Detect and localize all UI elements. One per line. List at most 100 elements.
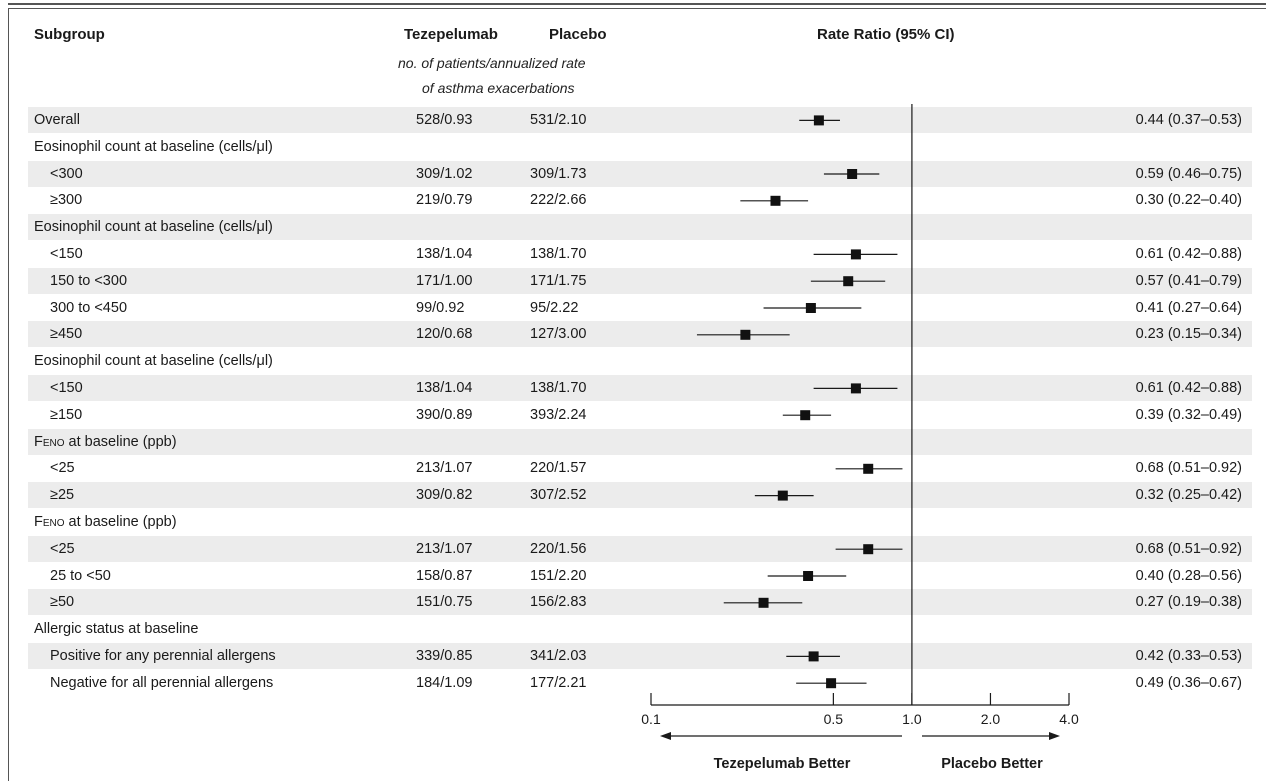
rate-ratio-ci: 0.23 (0.15–0.34) xyxy=(1135,326,1242,343)
rate-ratio-ci: 0.41 (0.27–0.64) xyxy=(1135,299,1242,316)
point-estimate xyxy=(847,169,858,179)
subgroup-label: Allergic status at baseline xyxy=(34,621,199,638)
point-estimate xyxy=(758,597,769,608)
tezepelumab-value: 309/0.82 xyxy=(416,487,473,504)
table-row: Negative for all perennial allergens 184/… xyxy=(28,670,1252,696)
subgroup-label: Eosinophil count at baseline (cells/μl) xyxy=(34,219,273,236)
subgroup-label: <150 xyxy=(50,246,83,262)
point-estimate xyxy=(850,383,861,394)
table-row: <25 213/1.07 220/1.56 0.68 (0.51–0.92) xyxy=(28,535,1252,562)
subgroup-label: Feno at baseline (ppb) xyxy=(34,433,177,450)
table-row: <150 138/1.04 138/1.70 0.61 (0.42–0.88) xyxy=(28,241,1252,267)
rate-ratio-ci: 0.59 (0.46–0.75) xyxy=(1135,165,1242,182)
placebo-value: 138/1.70 xyxy=(530,246,587,262)
table-row: Overall 528/0.93 531/2.10 0.44 (0.37–0.53) xyxy=(28,107,1252,133)
point-estimate xyxy=(770,195,781,206)
tezepelumab-value: 99/0.92 xyxy=(416,299,465,316)
table-row: <150 138/1.04 138/1.70 0.61 (0.42–0.88) xyxy=(28,375,1252,401)
right-arrowhead xyxy=(1049,732,1060,740)
rate-ratio-ci: 0.30 (0.22–0.40) xyxy=(1135,192,1242,209)
table-row: ≥25 309/0.82 307/2.52 0.32 (0.25–0.42) xyxy=(28,482,1252,509)
rate-ratio-ci: 0.61 (0.42–0.88) xyxy=(1135,246,1242,262)
tezepelumab-value: 171/1.00 xyxy=(416,272,473,289)
table-row: ≥150 390/0.89 393/2.24 0.39 (0.32–0.49) xyxy=(28,402,1252,428)
tezepelumab-value: 138/1.04 xyxy=(416,246,473,262)
placebo-value: 341/2.03 xyxy=(530,648,587,664)
table-row: <300 309/1.02 309/1.73 0.59 (0.46–0.75) xyxy=(28,160,1252,187)
header-placebo: Placebo xyxy=(549,26,607,43)
table-row: Positive for any perennial allergens 339/… xyxy=(28,643,1252,669)
header-subtitle-line2: of asthma exacerbations xyxy=(422,80,575,96)
header-rate-ratio: Rate Ratio (95% CI) xyxy=(817,26,955,43)
table-row: Allergic status at baseline xyxy=(28,616,1252,642)
subgroup-label: Eosinophil count at baseline (cells/μl) xyxy=(34,353,273,370)
table-row: Eosinophil count at baseline (cells/μl) xyxy=(28,348,1252,374)
tezepelumab-value: 158/0.87 xyxy=(416,567,473,584)
table-row: 25 to <50 158/0.87 151/2.20 0.40 (0.28–0.56… xyxy=(28,563,1252,589)
header-subgroup: Subgroup xyxy=(34,26,105,43)
subgroup-label: Overall xyxy=(34,112,80,128)
point-estimate xyxy=(803,571,814,581)
subgroup-label: Feno at baseline (ppb) xyxy=(34,514,177,530)
table-row: <25 213/1.07 220/1.57 0.68 (0.51–0.92) xyxy=(28,455,1252,481)
tezepelumab-value: 339/0.85 xyxy=(416,648,473,664)
point-estimate xyxy=(805,303,816,313)
top-rule-thin xyxy=(8,8,1266,9)
table-row: ≥300 219/0.79 222/2.66 0.30 (0.22–0.40) xyxy=(28,187,1252,213)
table-row: 300 to <450 99/0.92 95/2.22 0.41 (0.27–0.64… xyxy=(28,295,1252,321)
tezepelumab-value: 213/1.07 xyxy=(416,540,473,557)
point-estimate xyxy=(800,410,811,421)
point-estimate xyxy=(813,115,824,126)
point-estimate xyxy=(826,678,837,689)
placebo-value: 177/2.21 xyxy=(530,674,587,691)
placebo-value: 309/1.73 xyxy=(530,165,587,182)
table-row: ≥450 120/0.68 127/3.00 0.23 (0.15–0.34) xyxy=(28,321,1252,348)
table-row: ≥50 151/0.75 156/2.83 0.27 (0.19–0.38) xyxy=(28,589,1252,616)
subgroup-label: Eosinophil count at baseline (cells/μl) xyxy=(34,138,273,155)
placebo-value: 127/3.00 xyxy=(530,326,587,343)
point-estimate xyxy=(740,329,751,340)
rate-ratio-ci: 0.40 (0.28–0.56) xyxy=(1135,567,1242,584)
subgroup-label: 300 to <450 xyxy=(50,299,128,316)
subgroup-label: ≥50 xyxy=(50,594,75,611)
point-estimate xyxy=(777,490,788,501)
rate-ratio-ci: 0.68 (0.51–0.92) xyxy=(1135,460,1242,477)
tezepelumab-value: 120/0.68 xyxy=(416,326,473,343)
placebo-value: 531/2.10 xyxy=(530,112,587,128)
rate-ratio-ci: 0.44 (0.37–0.53) xyxy=(1135,112,1242,128)
table-row: Eosinophil count at baseline (cells/μl) xyxy=(28,214,1252,241)
x-tick-label: 4.0 xyxy=(1059,711,1079,727)
x-tick-label: 2.0 xyxy=(981,711,1001,727)
rate-ratio-ci: 0.32 (0.25–0.42) xyxy=(1135,487,1242,504)
point-estimate xyxy=(808,651,819,662)
placebo-value: 222/2.66 xyxy=(530,192,587,209)
header-tezepelumab: Tezepelumab xyxy=(404,26,498,43)
table-row: Feno at baseline (ppb) xyxy=(28,509,1252,535)
point-estimate xyxy=(843,276,854,287)
placebo-value: 307/2.52 xyxy=(530,487,587,504)
subgroup-label: <300 xyxy=(50,165,83,182)
tezepelumab-value: 151/0.75 xyxy=(416,594,473,611)
subgroup-label: <25 xyxy=(50,460,75,477)
placebo-value: 138/1.70 xyxy=(530,380,587,396)
subgroup-label: 25 to <50 xyxy=(50,567,111,584)
subgroup-label: Positive for any perennial allergens xyxy=(50,648,276,664)
placebo-value: 220/1.57 xyxy=(530,460,587,477)
tezepelumab-value: 213/1.07 xyxy=(416,460,473,477)
tezepelumab-value: 138/1.04 xyxy=(416,380,473,396)
x-tick-label: 1.0 xyxy=(902,711,922,727)
placebo-value: 171/1.75 xyxy=(530,272,587,289)
rate-ratio-ci: 0.42 (0.33–0.53) xyxy=(1135,648,1242,664)
placebo-value: 151/2.20 xyxy=(530,567,587,584)
subgroup-label: ≥300 xyxy=(50,192,83,209)
placebo-value: 220/1.56 xyxy=(530,540,587,557)
left-rule xyxy=(8,8,9,781)
placebo-value: 156/2.83 xyxy=(530,594,587,611)
subgroup-label: 150 to <300 xyxy=(50,272,128,289)
top-rule xyxy=(8,3,1266,5)
placebo-better-label: Placebo Better xyxy=(941,756,1043,772)
tezepelumab-value: 219/0.79 xyxy=(416,192,473,209)
table-row: 150 to <300 171/1.00 171/1.75 0.57 (0.41–0.… xyxy=(28,267,1252,294)
subgroup-label: ≥150 xyxy=(50,406,83,423)
placebo-value: 393/2.24 xyxy=(530,406,587,423)
